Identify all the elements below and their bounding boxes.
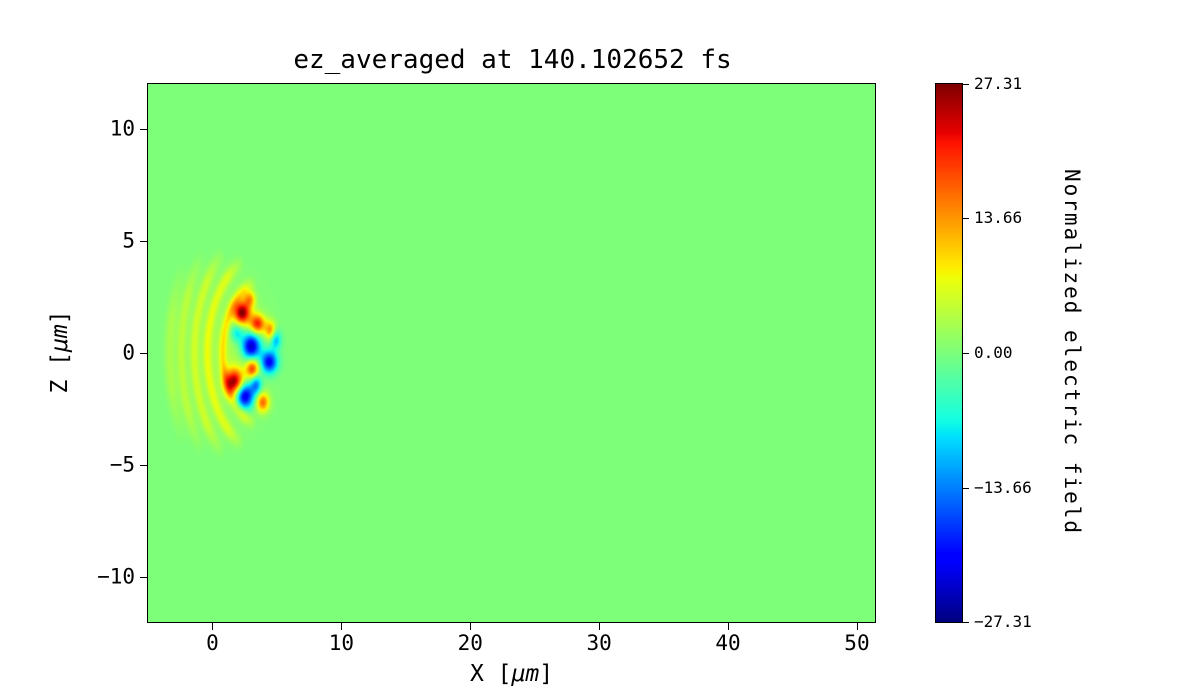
x-tick-label: 0 <box>206 631 219 655</box>
y-tick-mark <box>140 353 147 354</box>
y-tick-mark <box>140 465 147 467</box>
colorbar-ticks: 27.31 13.66 0.00 −13.66 −27.31 <box>963 76 1093 630</box>
y-tick-mark <box>140 577 147 579</box>
x-axis-ticks: 0 10 20 30 40 50 <box>148 623 875 669</box>
heatmap-canvas <box>148 84 875 622</box>
colorbar-tick-mark <box>963 218 969 220</box>
x-tick-mark <box>212 623 214 630</box>
y-tick-label: 5 <box>122 228 135 253</box>
x-tick-mark <box>856 623 858 630</box>
colorbar <box>935 83 963 623</box>
colorbar-canvas <box>936 84 962 622</box>
y-tick-label: 10 <box>109 116 135 141</box>
y-tick-mark <box>140 240 147 242</box>
colorbar-tick-label: −27.31 <box>974 612 1032 631</box>
x-tick-label: 30 <box>586 631 612 655</box>
y-axis-ticks: −10 −5 0 5 10 <box>0 84 147 622</box>
y-axis-label: Z [μm] <box>47 310 73 394</box>
x-axis-label: X [μm] <box>469 661 554 687</box>
colorbar-tick-mark <box>963 84 969 85</box>
colorbar-tick-mark <box>963 622 969 623</box>
x-tick-label: 40 <box>715 631 741 655</box>
colorbar-tick-label: −13.66 <box>974 477 1032 497</box>
colorbar-tick-label: 13.66 <box>974 208 1023 228</box>
y-tick-label: 0 <box>122 340 135 365</box>
plot-area <box>147 83 876 623</box>
x-tick-label: 20 <box>457 631 483 655</box>
x-tick-mark <box>341 623 343 630</box>
x-tick-label: 10 <box>328 631 354 655</box>
x-tick-mark <box>470 623 472 630</box>
colorbar-tick-label: 27.31 <box>974 74 1023 93</box>
plot-title: ez_averaged at 140.102652 fs <box>293 45 732 75</box>
x-tick-mark <box>728 623 730 630</box>
colorbar-tick-mark <box>963 353 969 354</box>
colorbar-tick-mark <box>963 487 969 489</box>
x-tick-label: 50 <box>844 631 870 655</box>
colorbar-tick-label: 0.00 <box>974 343 1013 362</box>
x-tick-mark <box>599 623 601 630</box>
y-tick-label: −5 <box>109 452 135 477</box>
colorbar-label: Normalized electric field <box>1060 168 1084 536</box>
y-tick-label: −10 <box>97 564 135 589</box>
y-tick-mark <box>140 128 147 130</box>
